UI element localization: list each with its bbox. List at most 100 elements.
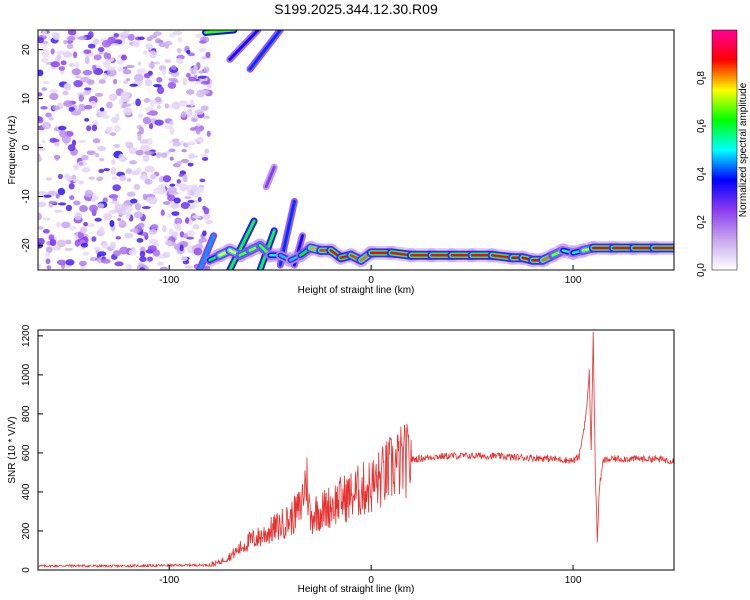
noise-blob	[48, 200, 58, 205]
spectrogram-x-tick-label: -100	[159, 275, 179, 286]
noise-blob	[101, 258, 111, 264]
noise-blob	[129, 83, 138, 87]
noise-blob	[136, 237, 144, 243]
noise-blob	[77, 92, 86, 97]
noise-blob	[41, 139, 46, 144]
noise-blob	[164, 59, 172, 63]
noise-blob	[196, 122, 202, 127]
noise-blob	[192, 215, 201, 219]
noise-blob	[126, 64, 135, 69]
noise-blob	[205, 51, 211, 59]
noise-blob	[57, 187, 66, 196]
noise-blob	[82, 251, 90, 256]
noise-blob	[193, 64, 198, 73]
noise-blob	[170, 79, 179, 83]
noise-blob	[160, 152, 168, 158]
noise-blob	[123, 232, 134, 239]
noise-blob	[186, 230, 195, 238]
noise-blob	[94, 152, 100, 158]
noise-blob	[108, 93, 118, 101]
noise-blob	[137, 133, 142, 141]
colorbar-label: Normalized spectral amplitude	[738, 82, 749, 217]
noise-blob	[97, 145, 107, 152]
snr-plot-area	[38, 330, 674, 570]
noise-blob	[102, 243, 109, 250]
noise-blob	[195, 33, 203, 39]
noise-blob	[178, 173, 184, 177]
noise-blob	[136, 68, 146, 75]
noise-blob	[188, 154, 199, 158]
noise-blob	[91, 197, 97, 202]
noise-blob	[120, 91, 130, 99]
noise-blob	[202, 230, 207, 237]
noise-blob	[157, 184, 166, 191]
noise-blob	[97, 46, 105, 53]
noise-blob	[47, 190, 57, 196]
noise-blob	[98, 51, 104, 55]
noise-blob	[89, 256, 98, 262]
noise-blob	[45, 258, 51, 265]
noise-blob	[192, 192, 202, 198]
noise-blob	[115, 236, 122, 240]
noise-blob	[160, 209, 165, 216]
noise-blob	[105, 126, 113, 133]
noise-blob	[176, 160, 182, 165]
noise-blob	[153, 61, 160, 65]
noise-blob	[78, 180, 85, 185]
snr-y-tick-label: 200	[21, 522, 32, 539]
snr-x-tick-label: 0	[368, 575, 374, 586]
noise-blob	[48, 116, 54, 121]
noise-blob	[186, 188, 191, 197]
noise-blob	[110, 200, 120, 205]
noise-blob	[80, 242, 89, 248]
noise-blob	[94, 217, 102, 222]
noise-blob	[176, 222, 182, 230]
noise-blob	[55, 221, 61, 228]
noise-blob	[179, 101, 188, 107]
noise-blob	[162, 175, 172, 183]
branch-core	[248, 30, 282, 71]
noise-blob	[127, 33, 135, 41]
noise-blob	[150, 223, 159, 230]
noise-blob	[89, 204, 98, 213]
noise-blob	[156, 152, 162, 158]
noise-blob	[168, 148, 176, 153]
snr-series-line	[38, 331, 674, 569]
noise-blob	[111, 158, 116, 165]
noise-blob	[118, 98, 124, 106]
noise-blob	[180, 256, 188, 262]
noise-blob	[118, 67, 123, 72]
noise-blob	[105, 101, 113, 109]
noise-blob	[129, 228, 139, 233]
noise-blob	[75, 62, 80, 70]
noise-blob	[109, 132, 117, 136]
noise-blob	[97, 203, 105, 209]
noise-blob	[169, 33, 176, 38]
noise-blob	[56, 50, 66, 55]
noise-blob	[110, 43, 119, 47]
noise-blob	[135, 167, 142, 173]
spectrogram-y-tick-label: -20	[21, 238, 32, 253]
noise-blob	[84, 189, 94, 198]
snr-y-tick-label: 1200	[21, 324, 32, 347]
noise-blob	[113, 250, 121, 257]
noise-blob	[170, 65, 177, 71]
noise-blob	[169, 104, 177, 109]
noise-blob	[110, 167, 117, 175]
colorbar-gradient	[711, 29, 738, 271]
noise-blob	[45, 177, 52, 181]
noise-blob	[148, 196, 158, 205]
noise-blob	[54, 154, 60, 161]
spectrogram-x-tick-label: 0	[368, 275, 374, 286]
noise-blob	[79, 204, 88, 213]
noise-blob	[161, 225, 167, 233]
noise-blob	[125, 141, 131, 147]
noise-blob	[128, 147, 138, 155]
spectrogram-y-tick-label: 10	[21, 93, 32, 105]
noise-blob	[84, 104, 93, 110]
noise-blob	[158, 175, 165, 183]
noise-blob	[93, 54, 102, 61]
noise-blob	[144, 178, 153, 185]
noise-blob	[69, 195, 75, 201]
noise-blob	[66, 40, 74, 44]
